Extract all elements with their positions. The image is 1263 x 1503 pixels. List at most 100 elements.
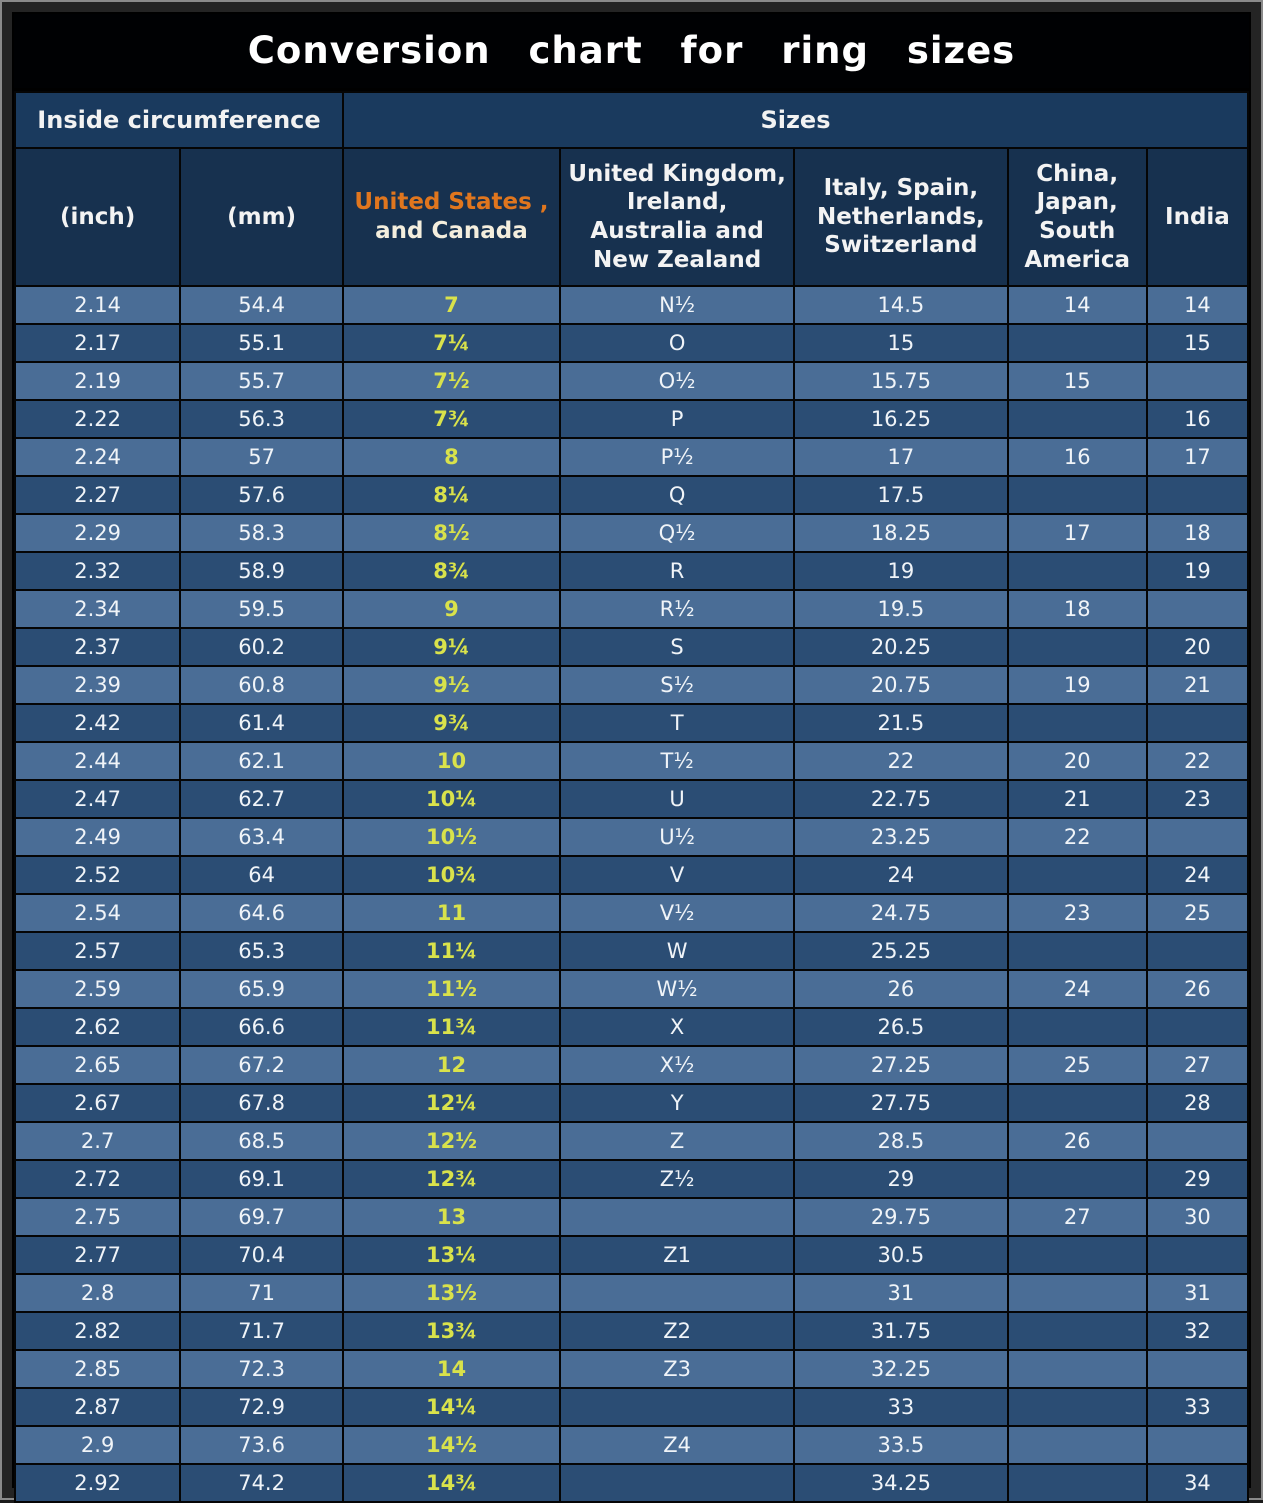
cell-india — [1145, 1235, 1250, 1275]
cell-us-canada: 9 — [341, 589, 561, 629]
us-header-line1: United States , — [354, 189, 549, 216]
cell-china-japan-south-america — [1006, 399, 1148, 439]
cell-us-canada: 11 — [341, 893, 561, 933]
cell-india — [1145, 475, 1250, 515]
cell-mm: 59.5 — [179, 589, 344, 629]
cell-china-japan-south-america — [1006, 1311, 1148, 1351]
cell-china-japan-south-america — [1006, 1425, 1148, 1465]
cell-uk-ireland-australia-nz: O½ — [558, 361, 796, 401]
cell-mm: 72.3 — [179, 1349, 344, 1389]
table-body: 2.14 54.4 7 N½ 14.5 14 14 2.17 55.1 7¼ O 15 15 2.19 55… — [13, 285, 1250, 1503]
cell-mm: 55.7 — [179, 361, 344, 401]
cell-us-canada: 12¼ — [341, 1083, 561, 1123]
table-row: 2.27 57.6 8¼ Q 17.5 — [13, 475, 1250, 515]
column-header-china-japan-south-america: China, Japan, South America — [1006, 147, 1148, 287]
cell-us-canada: 8 — [341, 437, 561, 477]
cell-india: 16 — [1145, 399, 1250, 439]
cell-india — [1145, 817, 1250, 857]
cell-us-canada: 12 — [341, 1045, 561, 1085]
cell-us-canada: 8¾ — [341, 551, 561, 591]
cell-mm: 67.8 — [179, 1083, 344, 1123]
cell-italy-spain-netherlands-switzerland: 19 — [793, 551, 1009, 591]
cell-inch: 2.17 — [13, 323, 182, 363]
cell-italy-spain-netherlands-switzerland: 29 — [793, 1159, 1009, 1199]
cell-uk-ireland-australia-nz: X — [558, 1007, 796, 1047]
cell-mm: 74.2 — [179, 1463, 344, 1503]
cell-us-canada: 11½ — [341, 969, 561, 1009]
cell-inch: 2.85 — [13, 1349, 182, 1389]
table-row: 2.24 57 8 P½ 17 16 17 — [13, 437, 1250, 477]
cell-india: 25 — [1145, 893, 1250, 933]
cell-china-japan-south-america — [1006, 1083, 1148, 1123]
cell-italy-spain-netherlands-switzerland: 19.5 — [793, 589, 1009, 629]
cell-china-japan-south-america — [1006, 551, 1148, 591]
cell-us-canada: 10½ — [341, 817, 561, 857]
cell-us-canada: 10¾ — [341, 855, 561, 895]
cell-us-canada: 9¾ — [341, 703, 561, 743]
column-header-uk-ireland-australia-nz: United Kingdom, Ireland, Australia and N… — [558, 147, 796, 287]
table-row: 2.54 64.6 11 V½ 24.75 23 25 — [13, 893, 1250, 933]
cell-italy-spain-netherlands-switzerland: 26.5 — [793, 1007, 1009, 1047]
us-header-line2: and Canada — [375, 218, 528, 244]
cell-inch: 2.42 — [13, 703, 182, 743]
cell-italy-spain-netherlands-switzerland: 25.25 — [793, 931, 1009, 971]
cell-india: 31 — [1145, 1273, 1250, 1313]
cell-us-canada: 7¾ — [341, 399, 561, 439]
cell-india — [1145, 1007, 1250, 1047]
cell-mm: 60.8 — [179, 665, 344, 705]
table-row: 2.65 67.2 12 X½ 27.25 25 27 — [13, 1045, 1250, 1085]
cell-italy-spain-netherlands-switzerland: 31 — [793, 1273, 1009, 1313]
cell-india: 33 — [1145, 1387, 1250, 1427]
cell-us-canada: 11¼ — [341, 931, 561, 971]
cell-mm: 65.9 — [179, 969, 344, 1009]
cell-china-japan-south-america — [1006, 931, 1148, 971]
cell-inch: 2.47 — [13, 779, 182, 819]
table-row: 2.47 62.7 10¼ U 22.75 21 23 — [13, 779, 1250, 819]
cell-uk-ireland-australia-nz: S — [558, 627, 796, 667]
cell-mm: 64 — [179, 855, 344, 895]
cell-uk-ireland-australia-nz: Z4 — [558, 1425, 796, 1465]
cell-inch: 2.54 — [13, 893, 182, 933]
cell-china-japan-south-america — [1006, 627, 1148, 667]
cell-inch: 2.22 — [13, 399, 182, 439]
cell-uk-ireland-australia-nz: O — [558, 323, 796, 363]
cell-china-japan-south-america — [1006, 323, 1148, 363]
cell-india: 32 — [1145, 1311, 1250, 1351]
cell-china-japan-south-america — [1006, 1463, 1148, 1503]
cell-inch: 2.62 — [13, 1007, 182, 1047]
cell-us-canada: 10¼ — [341, 779, 561, 819]
cell-us-canada: 14¼ — [341, 1387, 561, 1427]
cell-china-japan-south-america: 14 — [1006, 285, 1148, 325]
cell-mm: 64.6 — [179, 893, 344, 933]
cell-inch: 2.24 — [13, 437, 182, 477]
table-header: Inside circumference Sizes (inch) (mm) Uni… — [13, 91, 1250, 287]
cell-uk-ireland-australia-nz: T½ — [558, 741, 796, 781]
cell-inch: 2.9 — [13, 1425, 182, 1465]
cell-mm: 58.3 — [179, 513, 344, 553]
cell-uk-ireland-australia-nz: R½ — [558, 589, 796, 629]
cell-china-japan-south-america: 23 — [1006, 893, 1148, 933]
table-row: 2.49 63.4 10½ U½ 23.25 22 — [13, 817, 1250, 857]
cell-italy-spain-netherlands-switzerland: 27.75 — [793, 1083, 1009, 1123]
table-row: 2.87 72.9 14¼ 33 33 — [13, 1387, 1250, 1427]
cell-mm: 67.2 — [179, 1045, 344, 1085]
cell-italy-spain-netherlands-switzerland: 16.25 — [793, 399, 1009, 439]
cell-italy-spain-netherlands-switzerland: 28.5 — [793, 1121, 1009, 1161]
cell-us-canada: 12¾ — [341, 1159, 561, 1199]
cell-uk-ireland-australia-nz — [558, 1463, 796, 1503]
table-row: 2.62 66.6 11¾ X 26.5 — [13, 1007, 1250, 1047]
cell-uk-ireland-australia-nz: P½ — [558, 437, 796, 477]
cell-uk-ireland-australia-nz: Z½ — [558, 1159, 796, 1199]
cell-mm: 56.3 — [179, 399, 344, 439]
table-row: 2.14 54.4 7 N½ 14.5 14 14 — [13, 285, 1250, 325]
cell-uk-ireland-australia-nz: V½ — [558, 893, 796, 933]
cell-inch: 2.75 — [13, 1197, 182, 1237]
table-row: 2.8 71 13½ 31 31 — [13, 1273, 1250, 1313]
cell-china-japan-south-america: 19 — [1006, 665, 1148, 705]
cell-china-japan-south-america — [1006, 475, 1148, 515]
cell-inch: 2.27 — [13, 475, 182, 515]
table-row: 2.39 60.8 9½ S½ 20.75 19 21 — [13, 665, 1250, 705]
column-header-us-canada: United States , and Canada — [341, 147, 561, 287]
cell-italy-spain-netherlands-switzerland: 24 — [793, 855, 1009, 895]
table-row: 2.75 69.7 13 29.75 27 30 — [13, 1197, 1250, 1237]
